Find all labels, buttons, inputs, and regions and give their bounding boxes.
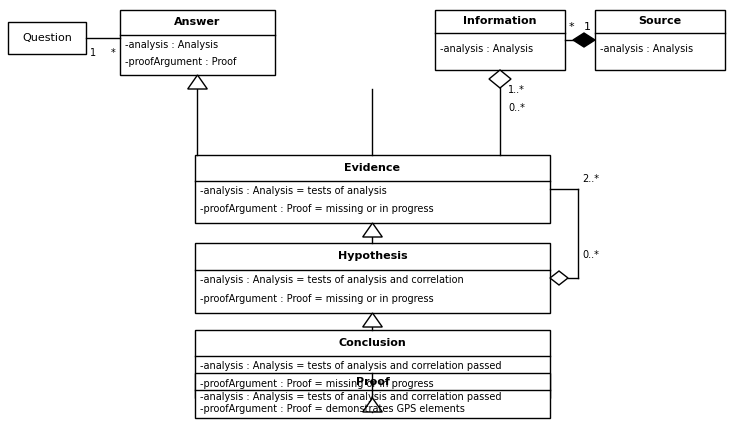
Text: -analysis : Analysis: -analysis : Analysis xyxy=(125,40,218,50)
Text: Question: Question xyxy=(22,33,72,43)
Text: 2..*: 2..* xyxy=(582,174,599,184)
Text: *: * xyxy=(111,48,116,58)
Text: 0..*: 0..* xyxy=(582,250,599,260)
Polygon shape xyxy=(363,223,383,237)
Text: -proofArgument : Proof = missing or in progress: -proofArgument : Proof = missing or in p… xyxy=(200,294,433,304)
Text: -analysis : Analysis: -analysis : Analysis xyxy=(600,44,693,54)
Text: Information: Information xyxy=(464,16,537,26)
Text: Evidence: Evidence xyxy=(344,163,400,173)
Text: Hypothesis: Hypothesis xyxy=(338,251,408,261)
Text: 1: 1 xyxy=(90,48,96,58)
Text: -proofArgument : Proof = missing or in progress: -proofArgument : Proof = missing or in p… xyxy=(200,204,433,214)
Text: -proofArgument : Proof = demonstrates GPS elements: -proofArgument : Proof = demonstrates GP… xyxy=(200,404,465,414)
Text: 1: 1 xyxy=(584,22,591,32)
Text: -proofArgument : Proof = missing or in progress: -proofArgument : Proof = missing or in p… xyxy=(200,379,433,389)
Text: 0..*: 0..* xyxy=(508,103,525,113)
Polygon shape xyxy=(550,271,568,285)
Polygon shape xyxy=(573,33,595,47)
Text: -proofArgument : Proof: -proofArgument : Proof xyxy=(125,57,237,66)
Polygon shape xyxy=(188,75,207,89)
Polygon shape xyxy=(489,70,511,88)
Text: -analysis : Analysis: -analysis : Analysis xyxy=(440,44,533,54)
Bar xyxy=(595,10,725,70)
Bar xyxy=(195,373,550,418)
Polygon shape xyxy=(363,398,383,412)
Bar xyxy=(195,330,550,398)
Text: *: * xyxy=(569,22,575,32)
Text: -analysis : Analysis = tests of analysis and correlation: -analysis : Analysis = tests of analysis… xyxy=(200,275,464,286)
Bar xyxy=(195,243,550,313)
Bar xyxy=(120,10,275,75)
Text: -analysis : Analysis = tests of analysis and correlation passed: -analysis : Analysis = tests of analysis… xyxy=(200,392,501,402)
Polygon shape xyxy=(363,313,383,327)
Text: Source: Source xyxy=(638,16,682,26)
Text: Proof: Proof xyxy=(355,376,389,387)
Text: 1..*: 1..* xyxy=(508,85,525,95)
Text: Answer: Answer xyxy=(175,17,220,27)
Text: -analysis : Analysis = tests of analysis and correlation passed: -analysis : Analysis = tests of analysis… xyxy=(200,361,501,371)
Bar xyxy=(8,22,86,54)
Bar xyxy=(195,155,550,223)
Text: -analysis : Analysis = tests of analysis: -analysis : Analysis = tests of analysis xyxy=(200,187,387,196)
Bar xyxy=(435,10,565,70)
Text: Conclusion: Conclusion xyxy=(338,338,406,348)
